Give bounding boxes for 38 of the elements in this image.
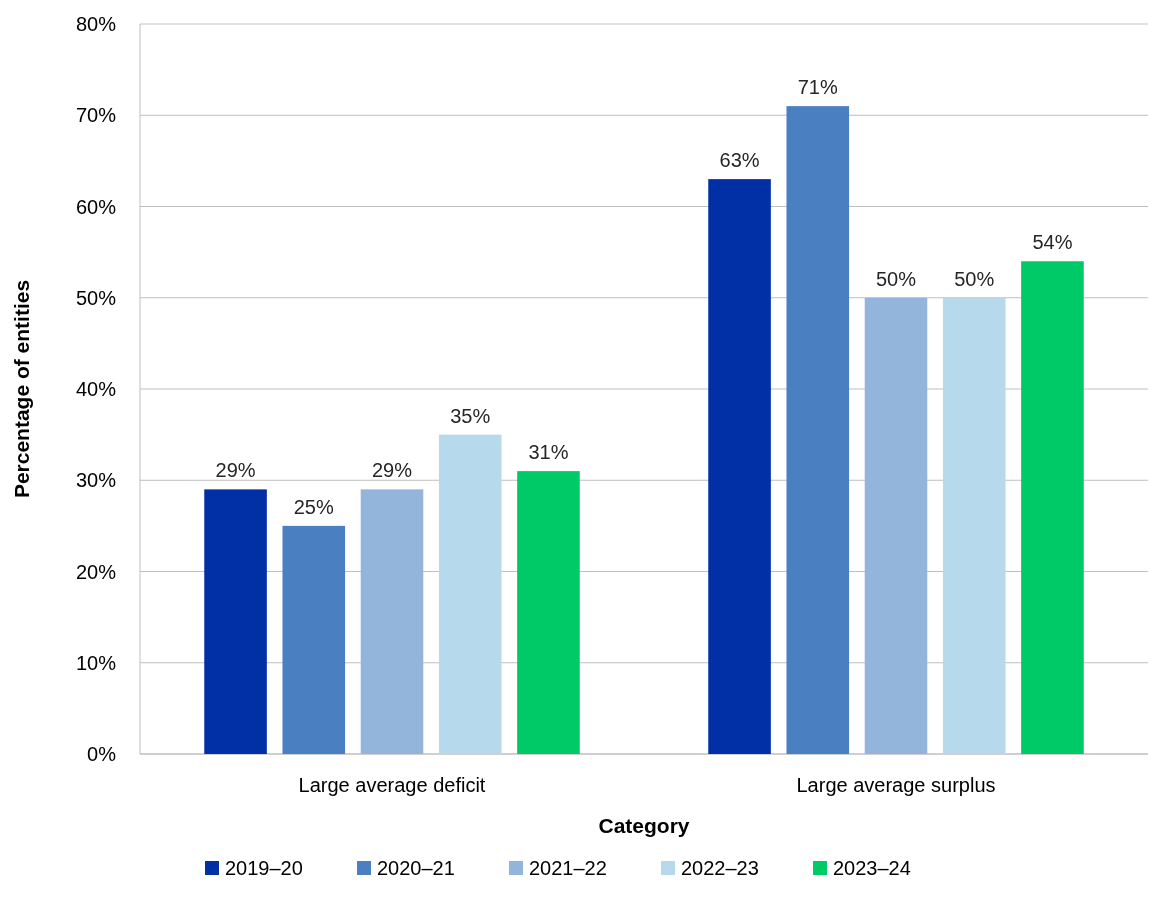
data-label: 31% [528,441,569,464]
data-label: 25% [293,495,335,518]
bar [438,434,502,754]
bar [1021,261,1084,754]
data-label: 50% [875,267,917,290]
data-label: 71% [797,76,839,99]
legend-label: 2023–24 [833,857,911,879]
x-axis-title: Category [598,814,690,837]
legend-label: 2022–23 [681,857,759,879]
data-label: 35% [450,404,491,427]
y-tick-label: 60% [75,195,117,218]
x-tick-label: Large average deficit [298,774,486,796]
y-tick-label: 70% [75,104,117,127]
y-tick-label: 20% [75,560,117,583]
y-tick-label: 40% [75,378,117,400]
data-label: 50% [954,267,995,290]
y-tick-label: 50% [75,286,117,309]
y-tick-label: 10% [75,651,117,674]
legend-label: 2019–20 [225,857,303,879]
y-tick-label: 0% [87,743,117,765]
data-label: 29% [371,459,413,482]
bar [360,489,424,754]
bar [204,489,267,754]
bar [942,297,1006,754]
data-label: 63% [719,149,760,172]
bar [282,525,346,754]
data-label: 29% [215,459,256,482]
bar [786,106,850,754]
bar [708,179,771,754]
bar [864,297,928,754]
legend-label: 2020–21 [377,857,455,879]
y-tick-label: 80% [75,13,117,35]
legend-label: 2021–22 [529,857,607,879]
y-tick-label: 30% [75,469,117,492]
x-tick-label: Large average surplus [796,774,996,796]
data-label: 54% [1032,231,1073,254]
bar [517,471,580,754]
y-axis-title: Percentage of entities [10,279,33,499]
